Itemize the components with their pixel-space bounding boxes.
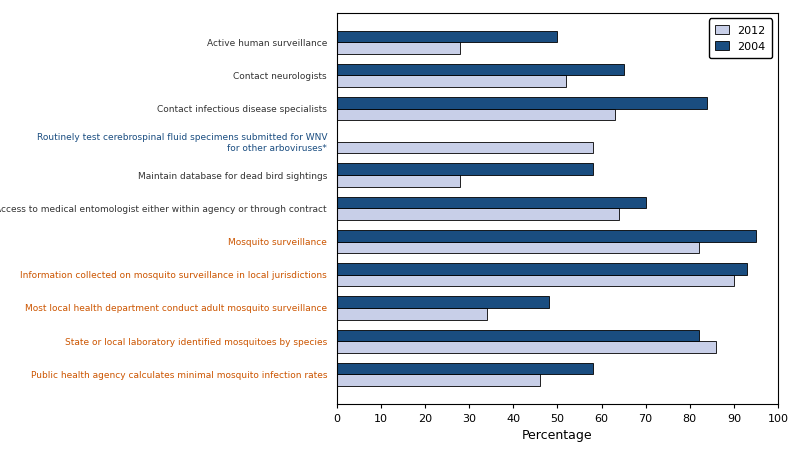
Legend: 2012, 2004: 2012, 2004 — [709, 19, 772, 59]
Bar — [337, 275, 734, 287]
Bar — [337, 143, 593, 154]
Bar — [337, 32, 557, 43]
Bar — [337, 43, 460, 55]
Bar — [337, 209, 619, 220]
Bar — [337, 330, 699, 341]
Bar — [337, 363, 593, 375]
Bar — [337, 242, 699, 253]
Bar — [337, 263, 747, 275]
X-axis label: Percentage: Percentage — [522, 428, 593, 442]
Bar — [337, 375, 540, 386]
Bar — [337, 176, 460, 187]
Bar — [337, 65, 624, 76]
Bar — [337, 197, 646, 209]
Bar — [337, 297, 549, 308]
Bar — [337, 109, 614, 121]
Bar — [337, 98, 707, 109]
Bar — [337, 230, 755, 242]
Bar — [337, 308, 487, 320]
Bar — [337, 341, 716, 353]
Bar — [337, 164, 593, 176]
Bar — [337, 76, 566, 88]
